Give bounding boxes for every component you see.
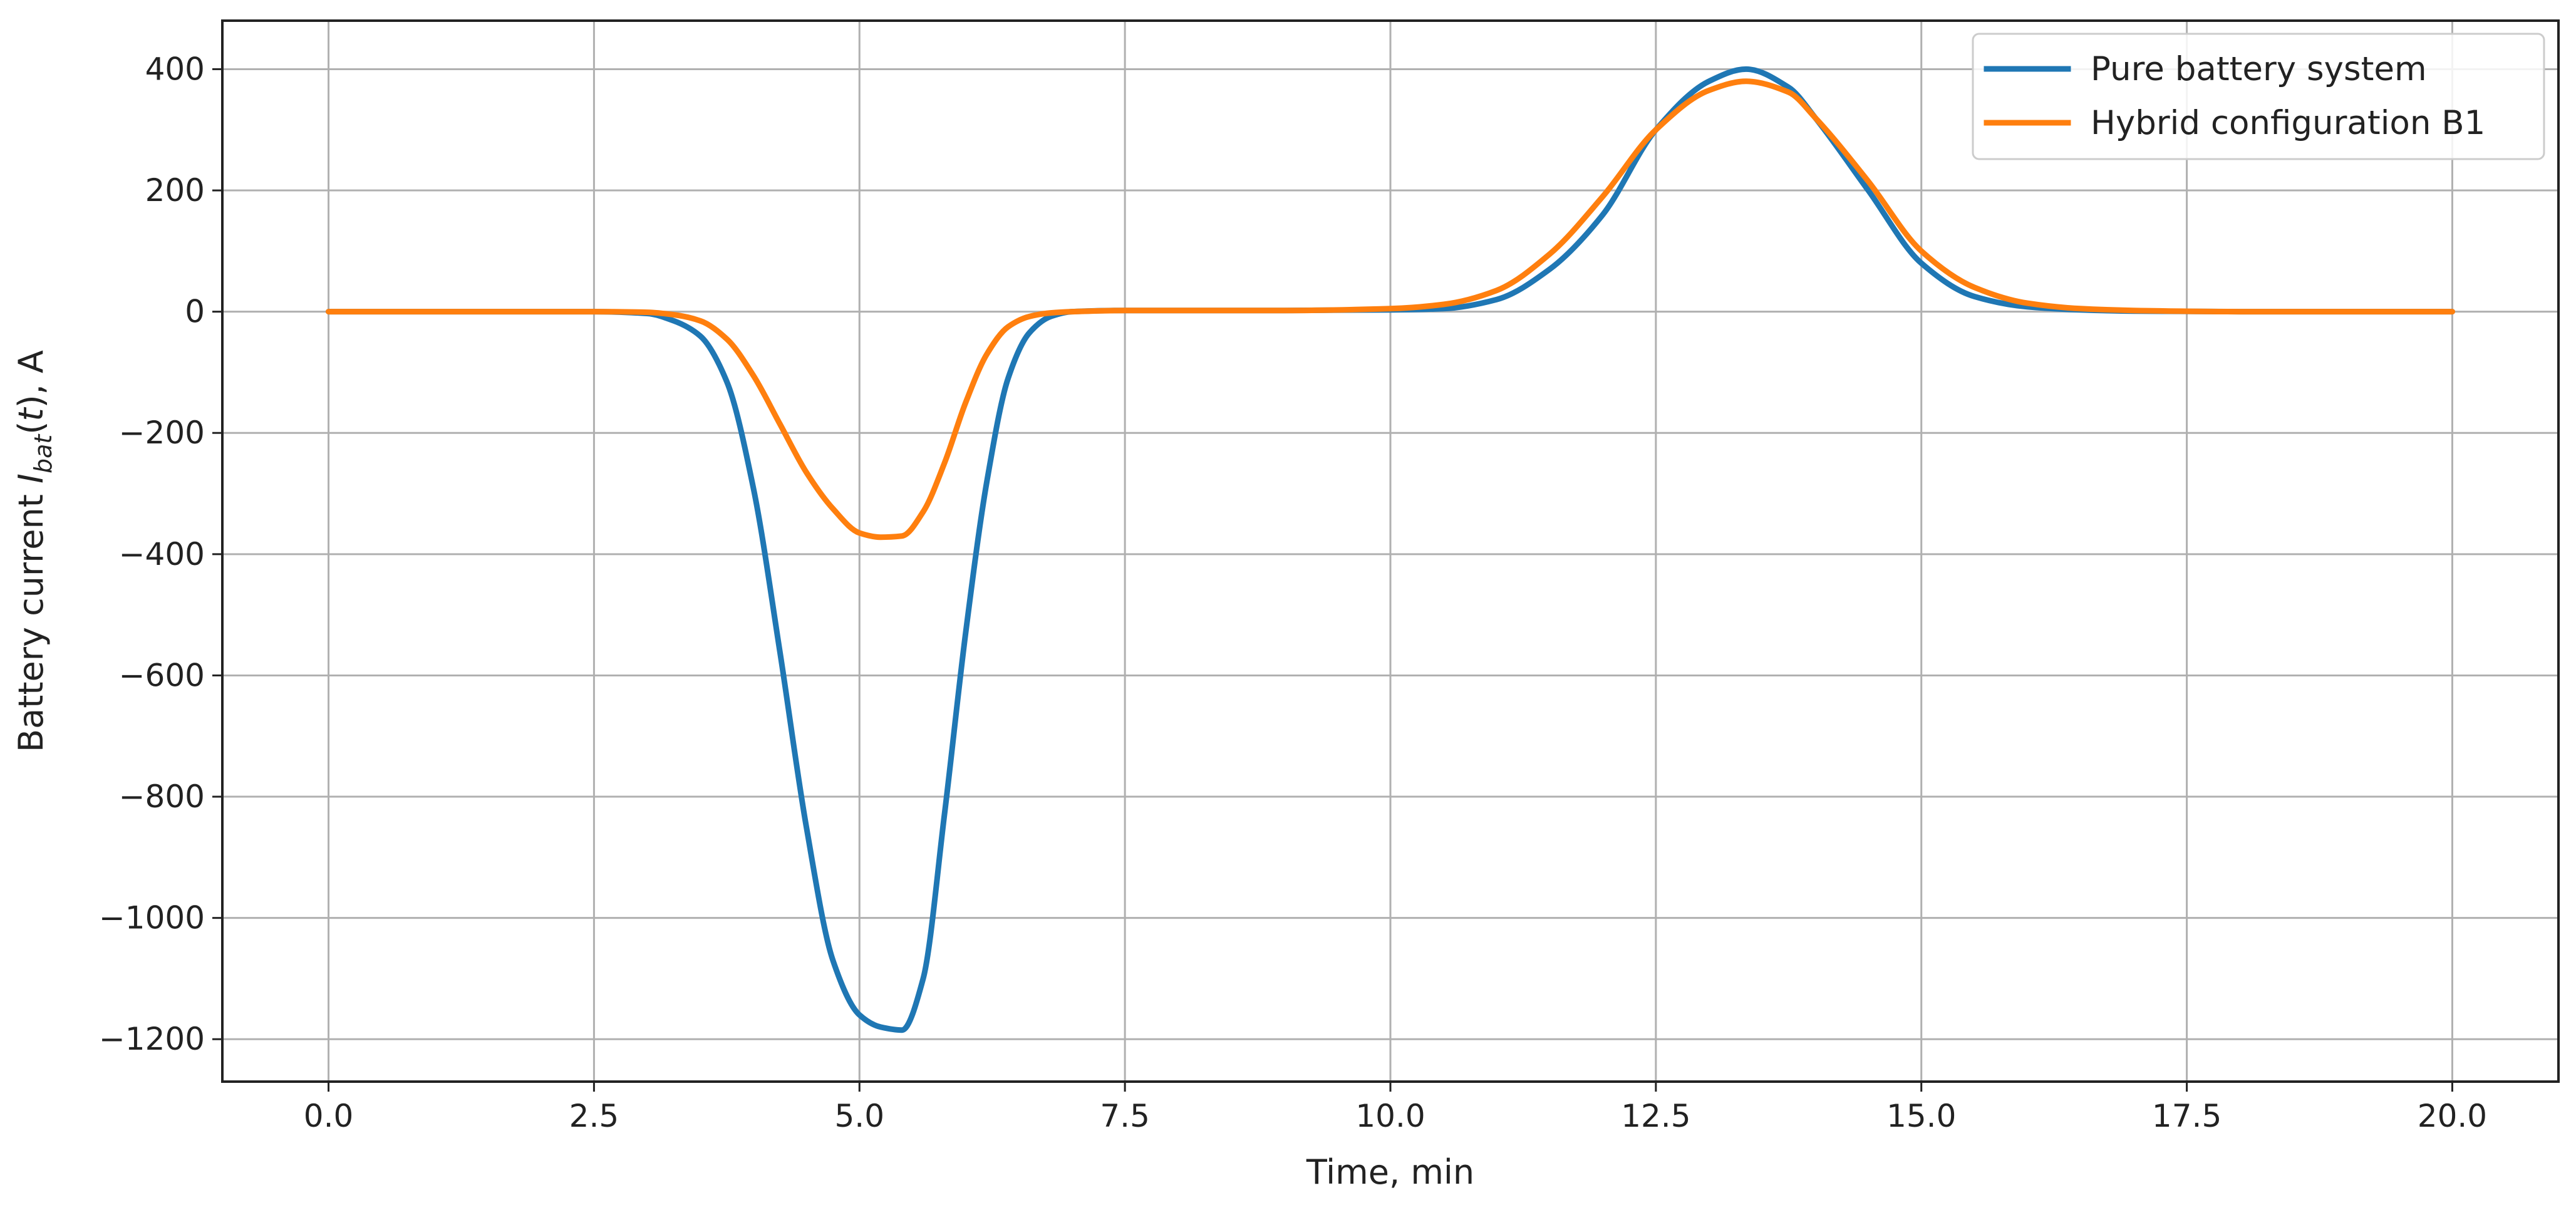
series-line-hybrid-b1: [326, 78, 2455, 540]
legend-label-pure-battery: Pure battery system: [2091, 50, 2427, 88]
y-axis-label-prefix: Battery current: [11, 484, 51, 752]
legend: Pure battery system Hybrid configuration…: [1972, 33, 2545, 160]
y-tick-label: −1000: [99, 900, 205, 936]
x-tick-label: 0.0: [304, 1098, 354, 1134]
x-tick-label: 17.5: [2152, 1098, 2222, 1134]
x-axis-ticks: 0.0 2.5 5.0 7.5 10.0 12.5 15.0 17.5 20.0: [304, 1082, 2487, 1134]
y-axis-label-subscript: bat: [29, 433, 57, 473]
y-axis-label-suffix: , A: [11, 350, 51, 395]
x-tick-label: 2.5: [569, 1098, 619, 1134]
y-axis-label-open-paren: (: [11, 421, 51, 435]
series-layer: [326, 66, 2455, 1033]
y-axis-label: Battery current Ibat(t), A: [11, 350, 57, 752]
x-tick-label: 7.5: [1100, 1098, 1150, 1134]
x-tick-label: 12.5: [1621, 1098, 1690, 1134]
grid-layer: [222, 21, 2558, 1082]
y-tick-label: −1200: [99, 1021, 205, 1057]
y-tick-label: −800: [119, 778, 205, 815]
y-tick-label: 400: [145, 51, 205, 87]
legend-label-hybrid-b1: Hybrid configuration B1: [2091, 104, 2485, 142]
y-tick-label: 200: [145, 172, 205, 209]
y-axis-label-arg: t: [11, 407, 51, 421]
x-tick-label: 10.0: [1355, 1098, 1425, 1134]
x-tick-label: 15.0: [1886, 1098, 1956, 1134]
x-axis-label: Time, min: [1306, 1152, 1474, 1192]
y-axis-label-symbol: I: [11, 473, 51, 484]
y-tick-label: −600: [119, 657, 205, 693]
y-axis-ticks: 400 200 0 −200 −400 −600 −800 −1000 −1200: [99, 51, 222, 1057]
y-tick-label: −400: [119, 536, 205, 572]
y-tick-label: −200: [119, 415, 205, 451]
x-tick-label: 5.0: [835, 1098, 885, 1134]
x-tick-label: 20.0: [2418, 1098, 2487, 1134]
legend-box: [1972, 33, 2545, 160]
y-tick-label: 0: [185, 294, 205, 330]
y-axis-label-close-paren: ): [11, 395, 51, 408]
